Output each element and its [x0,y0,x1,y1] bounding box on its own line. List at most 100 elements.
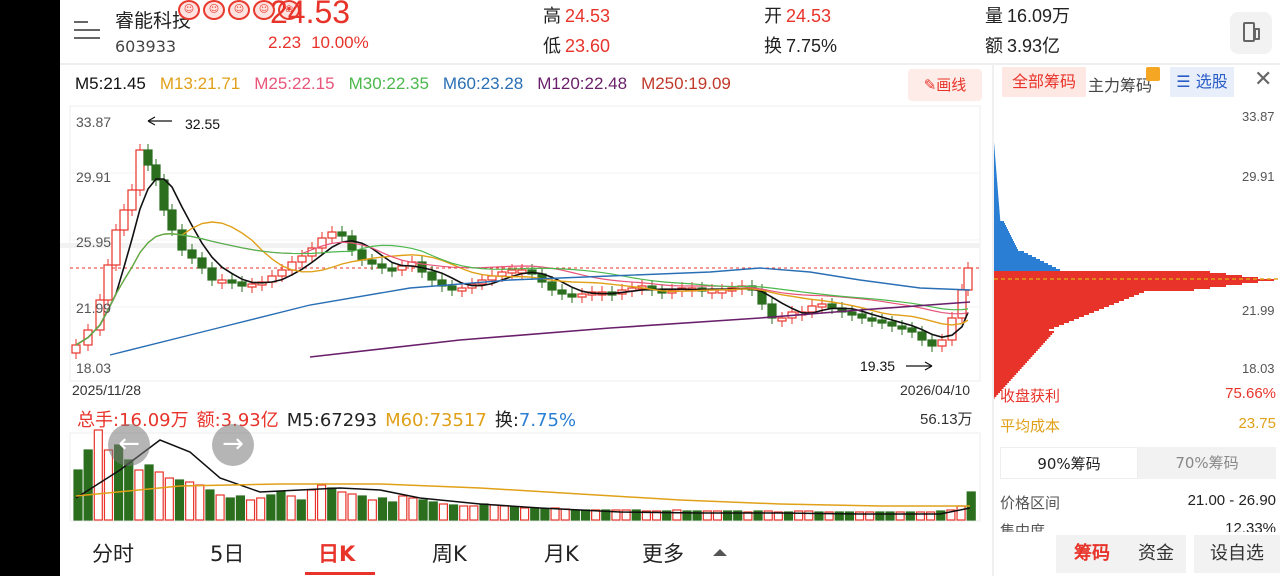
tab-daily-k[interactable]: 日K [318,542,356,566]
chips-button[interactable]: 筹码 [1074,543,1110,564]
chip-bar [994,389,1002,391]
chip-bar [994,197,999,199]
chip-bar [994,373,1017,375]
close-icon[interactable]: ✕ [1254,67,1273,92]
high-annotation-arrowhead [147,116,156,126]
quote-open-value: 24.53 [786,6,832,26]
emoji-icon[interactable]: ☺ [178,0,200,20]
axis-price-2: 29.91 [76,169,112,185]
prev-arrow-icon[interactable]: ← [108,424,150,466]
volume-bar [398,495,408,521]
draw-line-button[interactable]: ✎画线 [908,69,982,101]
tab-main-chips[interactable]: 主力筹码 [1088,76,1153,95]
volume-bar [794,510,804,521]
kline-chart[interactable] [60,0,990,528]
chip-bar [994,317,1079,319]
select-stock-label: 选股 [1195,72,1228,91]
volume-bar [580,509,591,521]
volume-bar [144,464,154,521]
candle [317,237,327,249]
quote-open: 开 24.53 [764,2,831,28]
menu-icon[interactable] [74,18,104,44]
candle [197,257,207,269]
chip-bar [994,377,1013,379]
tab-weekly-k[interactable]: 周K [432,542,467,566]
chip-bar [994,261,1044,263]
volume-bar [560,508,570,521]
candle [327,231,337,239]
chip-bar [994,167,997,169]
chip-bar [994,235,1011,237]
axis-price-1: 33.87 [76,114,112,130]
tab-90-percent[interactable]: 90%筹码 [1000,447,1138,479]
quote-volume-value: 16.09万 [1007,6,1071,26]
tab-5day[interactable]: 5日 [210,542,245,566]
chip-bar [994,237,1012,239]
vol-m5-line [75,439,971,515]
volume-bar [712,510,723,521]
volume-bar [154,471,164,521]
device-switch-icon[interactable] [1230,12,1272,54]
tab-all-chips[interactable]: 全部筹码 [1002,67,1086,97]
funds-button[interactable]: 资金 [1138,543,1174,564]
candle [217,279,227,284]
volume-bar [215,494,225,521]
chip-bar [994,157,996,159]
volume-bar [164,477,174,521]
select-stock-button[interactable]: ☰ 选股 [1170,67,1234,97]
axis-price-4: 21.99 [76,300,112,316]
caret-up-icon[interactable] [713,549,727,556]
candle [497,271,507,277]
candle [887,321,897,327]
next-arrow-icon[interactable]: → [212,424,254,466]
chip-bar [994,257,1036,259]
tab-more[interactable]: 更多 [642,542,684,566]
volume-bar [641,510,652,521]
chip-axis-4: 18.03 [1242,361,1275,376]
chip-bar [994,309,1099,311]
chip-bar [994,225,1006,227]
volume-bar [692,510,702,521]
volume-bar [276,491,286,521]
chip-bar [994,361,1027,363]
emoji-icon[interactable]: ☺ [203,0,225,20]
chip-bar [994,149,995,151]
price-range-label: 价格区间 [1000,494,1061,512]
volume-bar [621,509,631,521]
tab-70-percent[interactable]: 70%筹码 [1175,454,1239,472]
candle [847,311,857,316]
end-date: 2026/04/10 [900,382,971,398]
candle [377,263,387,269]
candle [167,209,177,231]
chip-bar [994,285,1226,287]
emoji-icon[interactable]: ☺ [228,0,250,20]
volume-bar [83,449,93,521]
medal-icon[interactable]: ❀ [278,0,300,20]
candle [867,317,877,322]
price-change: 2.23 10.00% [268,33,379,53]
volume-bar [662,510,672,521]
candle [397,265,407,271]
volume-bar [469,505,479,521]
volume-bar [946,509,956,521]
chip-bar [994,337,1049,339]
add-watchlist-button[interactable]: 设自选 [1194,535,1280,573]
candle [135,149,145,191]
volume-bar [367,499,377,521]
tab-timeshare[interactable]: 分时 [92,542,134,566]
header: 睿能科技 603933 ☺ ☺ ☺ ☺ ❀ 24.53 2.23 10.00% 高… [60,0,1280,62]
candle [827,303,837,309]
candle [857,313,867,319]
emoji-icon[interactable]: ☺ [253,0,275,20]
chip-bar [994,233,1010,235]
volume-amount: 额:3.93亿 [196,410,279,431]
candle [127,189,137,211]
quote-low-label: 低 [543,36,561,57]
tab-monthly-k[interactable]: 月K [544,542,579,566]
volume-turnover-value: 7.75% [518,410,577,431]
chip-bar [994,271,1210,273]
volume-bar [327,487,337,521]
chip-bar [994,331,1054,333]
chip-bar [994,269,1060,271]
candle [947,317,957,341]
